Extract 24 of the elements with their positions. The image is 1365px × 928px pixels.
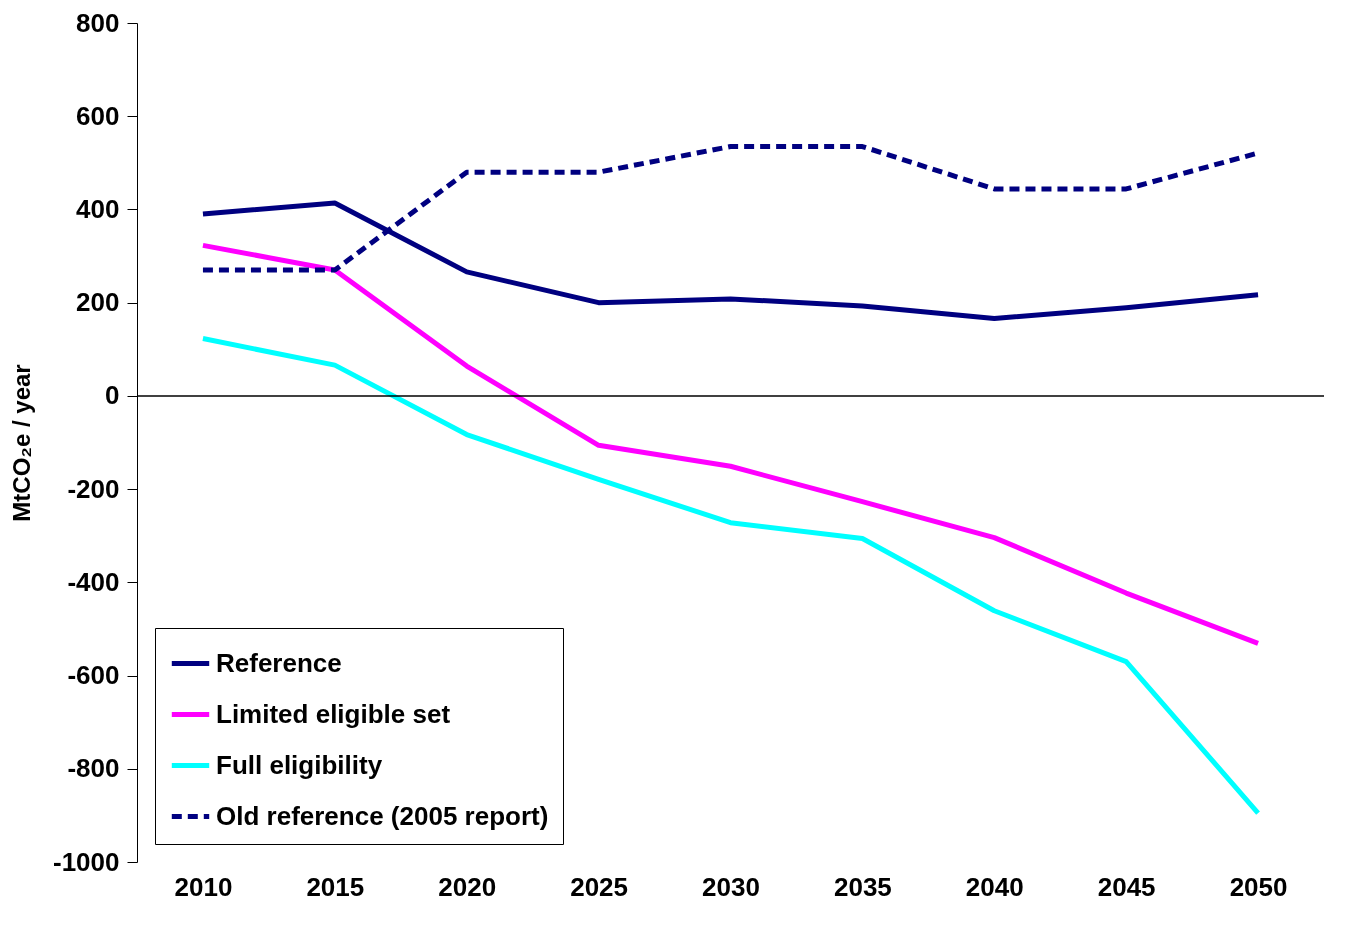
y-tick-label: -1000 [53, 846, 120, 877]
y-tick-label: 800 [76, 7, 120, 38]
y-tick-label: -200 [67, 473, 120, 504]
x-tick-label: 2040 [965, 871, 1024, 902]
y-tick-label: 400 [76, 193, 120, 224]
legend-label: Full eligibility [216, 749, 383, 780]
y-tick-label: -400 [67, 566, 120, 597]
x-tick-label: 2010 [174, 871, 233, 902]
y-axis-title: MtCO₂e / year [8, 364, 35, 522]
y-tick-label: 600 [76, 100, 120, 131]
x-tick-label: 2030 [702, 871, 760, 902]
x-tick-label: 2045 [1097, 871, 1156, 902]
y-tick-label: -800 [67, 753, 120, 784]
y-tick-label: -600 [67, 660, 120, 691]
y-tick-label: 0 [105, 380, 120, 411]
legend-label: Old reference (2005 report) [216, 800, 549, 831]
legend-label: Limited eligible set [216, 698, 451, 729]
legend-label: Reference [216, 647, 342, 678]
x-tick-label: 2025 [570, 871, 629, 902]
y-tick-label: 200 [76, 287, 120, 318]
x-tick-label: 2050 [1229, 871, 1288, 902]
x-tick-label: 2035 [833, 871, 892, 902]
x-tick-label: 2020 [438, 871, 497, 902]
x-tick-label: 2015 [306, 871, 365, 902]
